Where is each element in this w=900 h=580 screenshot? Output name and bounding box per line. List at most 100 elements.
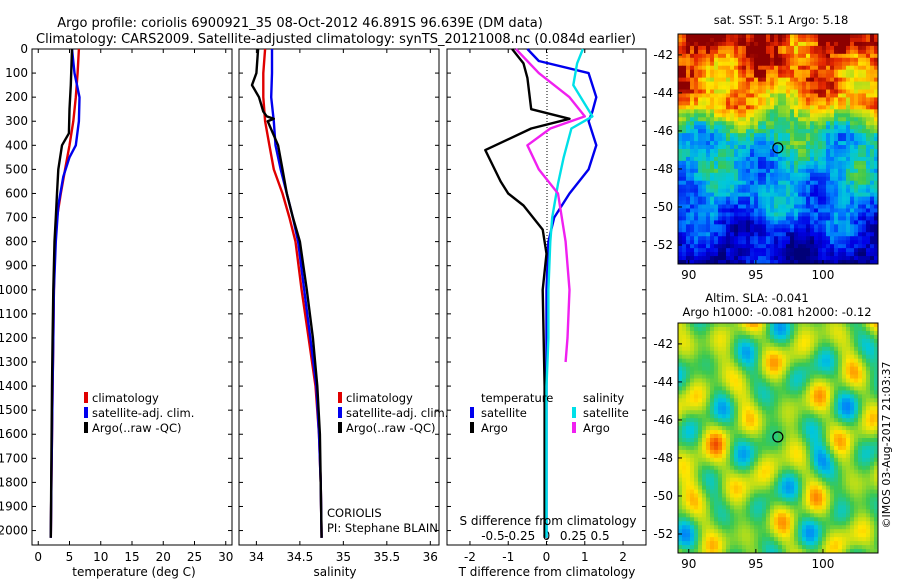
- top-x-tick-label: 0.25: [560, 529, 587, 543]
- heatmap-cell: [770, 137, 775, 142]
- heatmap-cell: [758, 438, 763, 443]
- heatmap-cell: [694, 374, 699, 379]
- heatmap-cell: [762, 172, 767, 178]
- heatmap-cell: [850, 260, 855, 265]
- heatmap-cell: [686, 176, 691, 182]
- heatmap-cell: [774, 228, 779, 233]
- heatmap-cell: [798, 105, 803, 110]
- heatmap-cell: [686, 113, 691, 118]
- heatmap-cell: [830, 168, 835, 174]
- heatmap-cell: [818, 256, 823, 261]
- heatmap-cell: [706, 37, 711, 43]
- heatmap-cell: [702, 105, 707, 110]
- heatmap-cell: [870, 445, 875, 451]
- heatmap-cell: [870, 212, 875, 217]
- heatmap-cell: [698, 449, 703, 455]
- heatmap-cell: [754, 374, 759, 379]
- heatmap-cell: [710, 220, 715, 225]
- heatmap-cell: [786, 382, 791, 387]
- heatmap-cell: [762, 164, 767, 170]
- heatmap-cell: [706, 125, 711, 130]
- heatmap-cell: [774, 410, 779, 415]
- heatmap-cell: [786, 370, 791, 375]
- heatmap-cell: [710, 172, 715, 178]
- heatmap-cell: [874, 394, 879, 399]
- heatmap-cell: [722, 160, 727, 166]
- temperature-xlabel: temperature (deg C): [72, 565, 195, 579]
- heatmap-cell: [762, 65, 767, 71]
- heatmap-cell: [802, 374, 807, 379]
- heatmap-cell: [774, 422, 779, 427]
- heatmap-cell: [746, 236, 751, 241]
- heatmap-cell: [786, 73, 791, 79]
- heatmap-cell: [850, 164, 855, 170]
- heatmap-cell: [842, 45, 847, 51]
- heatmap-cell: [798, 168, 803, 174]
- heatmap-cell: [874, 457, 879, 463]
- heatmap-cell: [858, 394, 863, 399]
- heatmap-cell: [814, 57, 819, 63]
- heatmap-cell: [730, 346, 735, 352]
- heatmap-cell: [702, 390, 707, 395]
- heatmap-cell: [770, 164, 775, 170]
- heatmap-cell: [798, 430, 803, 435]
- heatmap-cell: [874, 244, 879, 249]
- x-tick-label: 15: [124, 550, 139, 564]
- heatmap-cell: [702, 125, 707, 130]
- heatmap-cell: [734, 418, 739, 423]
- heatmap-cell: [738, 430, 743, 435]
- heatmap-cell: [686, 323, 691, 328]
- heatmap-cell: [778, 240, 783, 245]
- heatmap-cell: [830, 192, 835, 197]
- heatmap-cell: [778, 156, 783, 162]
- heatmap-cell: [826, 129, 831, 134]
- heatmap-cell: [830, 323, 835, 328]
- heatmap-cell: [758, 121, 763, 126]
- heatmap-cell: [726, 69, 731, 75]
- heatmap-cell: [754, 461, 759, 467]
- heatmap-cell: [826, 252, 831, 257]
- heatmap-cell: [710, 37, 715, 43]
- heatmap-cell: [838, 141, 843, 146]
- heatmap-cell: [782, 216, 787, 221]
- heatmap-cell: [834, 37, 839, 43]
- heatmap-cell: [686, 426, 691, 431]
- heatmap-cell: [790, 370, 795, 375]
- heatmap-cell: [734, 224, 739, 229]
- heatmap-cell: [730, 141, 735, 146]
- heatmap-cell: [802, 220, 807, 225]
- heatmap-cell: [686, 406, 691, 411]
- heatmap-cell: [750, 326, 755, 332]
- heatmap-cell: [866, 89, 871, 94]
- heatmap-cell: [814, 160, 819, 166]
- heatmap-cell: [746, 37, 751, 43]
- heatmap-cell: [850, 85, 855, 90]
- heatmap-cell: [682, 89, 687, 94]
- heatmap-cell: [818, 248, 823, 253]
- heatmap-cell: [854, 69, 859, 75]
- heatmap-cell: [838, 164, 843, 170]
- heatmap-cell: [750, 346, 755, 352]
- heatmap-cell: [778, 449, 783, 455]
- heatmap-cell: [722, 69, 727, 75]
- heatmap-cell: [874, 252, 879, 257]
- heatmap-cell: [730, 105, 735, 110]
- heatmap-cell: [746, 414, 751, 419]
- legend-label-sal-satellite: satellite: [583, 406, 629, 420]
- heatmap-cell: [854, 346, 859, 352]
- heatmap-cell: [790, 105, 795, 110]
- heatmap-cell: [786, 117, 791, 122]
- salinity-lines: [250, 48, 323, 538]
- heatmap-cell: [818, 366, 823, 371]
- heatmap-cell: [742, 228, 747, 233]
- heatmap-cell: [822, 97, 827, 102]
- heatmap-cell: [762, 93, 767, 98]
- heatmap-cell: [834, 109, 839, 114]
- heatmap-cell: [866, 192, 871, 197]
- heatmap-cell: [758, 330, 763, 336]
- heatmap-cell: [750, 461, 755, 467]
- heatmap-cell: [866, 342, 871, 348]
- heatmap-cell: [814, 192, 819, 197]
- depth-tick-label: 1200: [0, 331, 28, 345]
- heatmap-cell: [682, 382, 687, 387]
